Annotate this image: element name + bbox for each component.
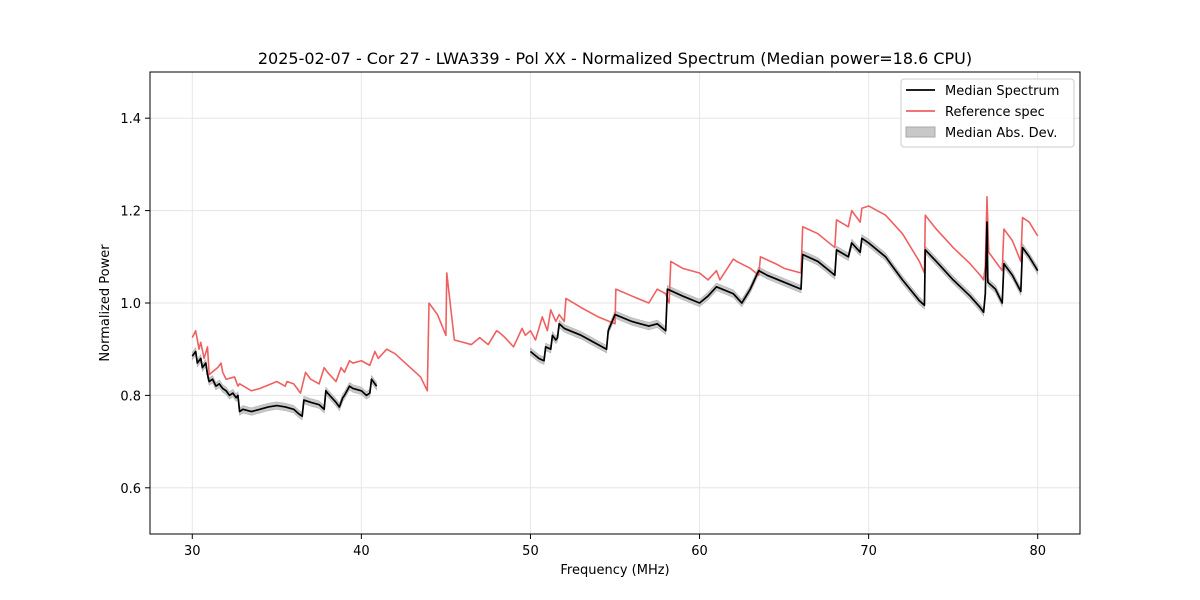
x-tick-label: 40 xyxy=(353,544,370,559)
legend: Median Spectrum Reference spec Median Ab… xyxy=(900,78,1075,148)
legend-median-label: Median Spectrum xyxy=(945,84,1059,99)
reference-spec-line xyxy=(191,195,1039,394)
x-axis-ticks: 30 40 50 60 70 80 xyxy=(184,534,1046,559)
y-tick-label: 1.4 xyxy=(120,112,141,127)
legend-mad-swatch xyxy=(905,126,936,138)
chart-title: 2025-02-07 - Cor 27 - LWA339 - Pol XX - … xyxy=(258,49,972,68)
y-tick-label: 1.0 xyxy=(120,297,141,312)
mad-band xyxy=(530,218,1039,365)
x-tick-label: 80 xyxy=(1029,544,1046,559)
series-layer xyxy=(191,195,1039,418)
y-tick-label: 0.8 xyxy=(120,389,141,404)
x-tick-label: 60 xyxy=(691,544,708,559)
x-tick-label: 70 xyxy=(860,544,877,559)
median-spectrum-line xyxy=(191,350,378,418)
y-axis-label: Normalized Power xyxy=(98,244,113,362)
legend-reference-label: Reference spec xyxy=(945,105,1045,120)
legend-mad-label: Median Abs. Dev. xyxy=(945,126,1057,141)
y-tick-label: 0.6 xyxy=(120,482,141,497)
x-axis-label: Frequency (MHz) xyxy=(560,563,669,578)
median-spectrum-line xyxy=(529,221,1039,362)
y-axis-ticks: 0.6 0.8 1.0 1.2 1.4 xyxy=(120,112,150,497)
legend-box xyxy=(900,78,1075,148)
y-tick-label: 1.2 xyxy=(120,205,141,220)
x-tick-label: 30 xyxy=(184,544,201,559)
x-tick-label: 50 xyxy=(522,544,539,559)
